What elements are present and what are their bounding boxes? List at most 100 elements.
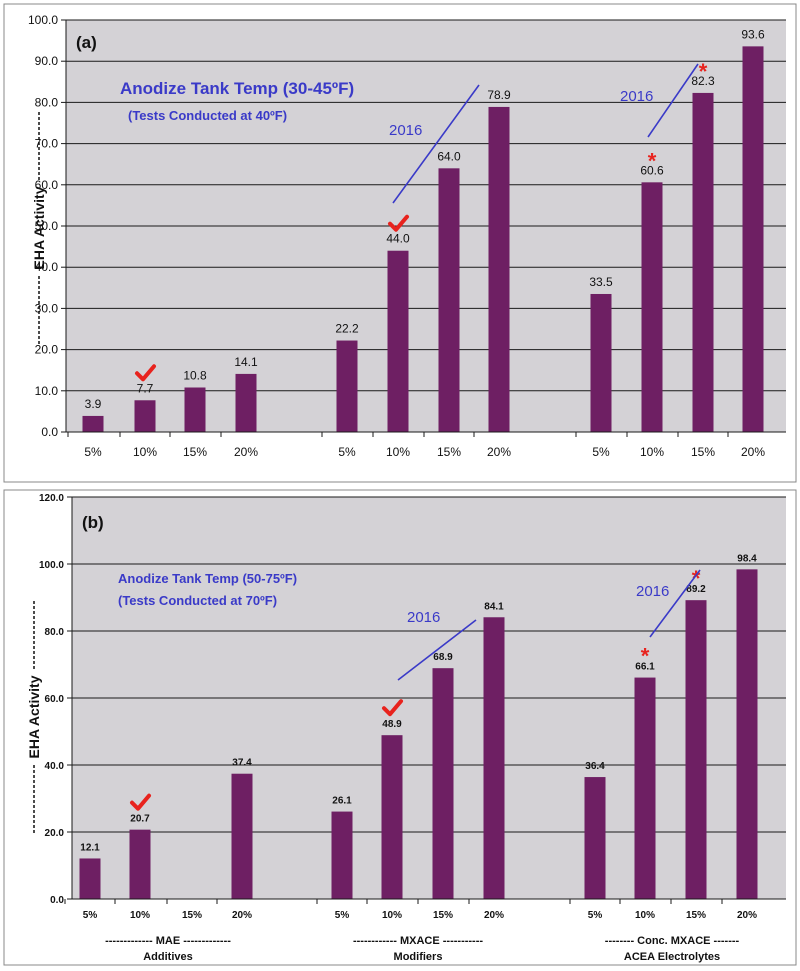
data-label: 36.4	[585, 761, 605, 772]
bar	[235, 373, 257, 432]
asterisk-marker: *	[648, 148, 657, 173]
chart-subtitle: (Tests Conducted at 40ºF)	[128, 108, 287, 123]
data-label: 98.4	[737, 553, 757, 564]
x-tick-label: 5%	[335, 910, 350, 921]
check-marker	[135, 364, 156, 382]
data-label: 78.9	[487, 88, 511, 102]
x-tick-label: 15%	[182, 910, 202, 921]
bar	[331, 811, 353, 899]
group-label-sub: Modifiers	[394, 951, 443, 963]
x-tick-label: 20%	[741, 445, 765, 459]
y-tick-label: 70.0	[35, 137, 59, 151]
x-tick-label: 15%	[691, 445, 715, 459]
y-tick-label: 0.0	[41, 425, 58, 439]
y-tick-label: 120.0	[39, 493, 64, 504]
asterisk-marker: *	[699, 59, 708, 84]
bar	[381, 735, 403, 899]
x-tick-label: 20%	[484, 910, 504, 921]
y-axis-label: EHA Activity	[31, 186, 47, 269]
data-label: 89.2	[686, 584, 706, 595]
x-tick-label: 10%	[133, 445, 157, 459]
data-label: 26.1	[332, 796, 352, 807]
x-tick-label: 5%	[338, 445, 356, 459]
x-tick-label: 15%	[686, 910, 706, 921]
x-tick-label: 15%	[183, 445, 207, 459]
x-tick-label: 10%	[382, 910, 402, 921]
group-label: -------- Conc. MXACE -------	[605, 935, 740, 947]
panel-label: (b)	[82, 513, 104, 532]
data-label: 20.7	[130, 814, 150, 825]
bar	[82, 415, 104, 432]
data-label: 44.0	[386, 232, 410, 246]
bar	[129, 829, 151, 899]
bar	[483, 617, 505, 899]
bar	[634, 677, 656, 899]
data-label: 60.6	[640, 163, 664, 177]
bar	[742, 46, 764, 432]
bar	[387, 250, 409, 432]
y-tick-label: 60.0	[45, 694, 65, 705]
data-label: 14.1	[234, 355, 258, 369]
chart-title: Anodize Tank Temp (30-45ºF)	[120, 79, 354, 98]
data-label: 84.1	[484, 601, 504, 612]
data-label: 7.7	[137, 381, 154, 395]
y-tick-label: 100.0	[39, 560, 64, 571]
y-tick-label: 20.0	[45, 828, 65, 839]
y-tick-label: 20.0	[35, 343, 59, 357]
x-tick-label: 10%	[386, 445, 410, 459]
data-label: 37.4	[232, 758, 252, 769]
bar	[432, 668, 454, 899]
x-tick-label: 20%	[737, 910, 757, 921]
panel-label: (a)	[76, 33, 97, 52]
trend-line	[392, 84, 480, 204]
y-tick-label: 80.0	[45, 627, 65, 638]
y-tick-label: 10.0	[35, 384, 59, 398]
y-tick-label: 30.0	[35, 301, 59, 315]
trend-label: 2016	[389, 122, 422, 139]
y-tick-label: 100.0	[28, 13, 58, 27]
bar	[79, 858, 101, 899]
trend-label: 2016	[620, 88, 653, 105]
bar	[584, 777, 606, 899]
data-label: 10.8	[183, 369, 207, 383]
bar	[641, 182, 663, 432]
check-marker	[130, 793, 151, 811]
data-label: 66.1	[635, 662, 655, 673]
x-tick-label: 15%	[437, 445, 461, 459]
bar	[590, 293, 612, 432]
trend-label: 2016	[636, 583, 669, 600]
data-label: 3.9	[85, 397, 102, 411]
chart-subtitle: (Tests Conducted at 70ºF)	[118, 593, 277, 608]
asterisk-marker: *	[692, 566, 701, 591]
x-tick-label: 20%	[232, 910, 252, 921]
y-axis-label: EHA Activity	[26, 675, 42, 758]
check-marker	[388, 214, 409, 232]
bar	[685, 600, 707, 899]
trend-label: 2016	[407, 609, 440, 626]
x-tick-label: 20%	[234, 445, 258, 459]
bar	[184, 387, 206, 432]
y-tick-label: 60.0	[35, 178, 59, 192]
x-tick-label: 10%	[640, 445, 664, 459]
x-tick-label: 20%	[487, 445, 511, 459]
group-label: ------------ MXACE -----------	[353, 935, 483, 947]
data-label: 64.0	[437, 149, 461, 163]
asterisk-marker: *	[641, 644, 650, 669]
trend-line	[649, 569, 701, 638]
bar	[692, 92, 714, 432]
bar	[438, 168, 460, 432]
y-tick-label: 0.0	[50, 895, 64, 906]
x-tick-label: 5%	[592, 445, 610, 459]
data-label: 22.2	[335, 322, 359, 336]
x-tick-label: 10%	[635, 910, 655, 921]
x-tick-label: 5%	[588, 910, 603, 921]
group-label: ------------- MAE -------------	[105, 935, 231, 947]
bar	[736, 569, 758, 899]
x-tick-label: 5%	[83, 910, 98, 921]
x-tick-label: 10%	[130, 910, 150, 921]
trend-line	[647, 63, 699, 138]
trend-line	[397, 619, 477, 681]
bar	[134, 400, 156, 432]
bar	[488, 106, 510, 432]
